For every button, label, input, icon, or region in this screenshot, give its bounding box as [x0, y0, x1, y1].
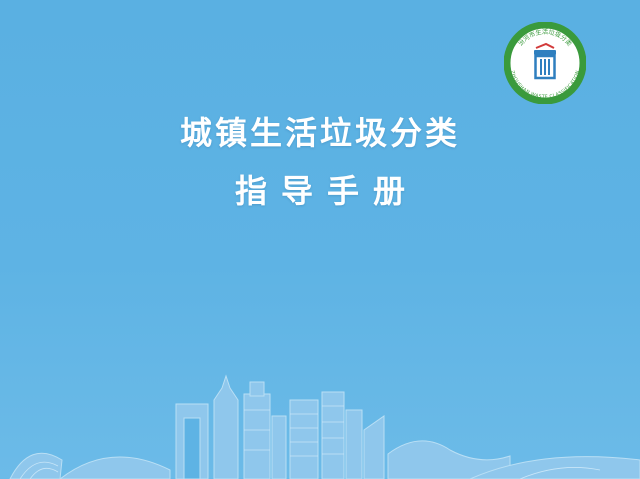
trash-bin-icon	[534, 42, 556, 80]
city-skyline-illustration	[9, 374, 640, 479]
waste-classification-logo: 汾河市生活垃圾分类 ZHOUSHAN WASTE CLASSIFICATION	[504, 22, 586, 104]
title-line-2: 指导手册	[234, 172, 419, 210]
title-line-1: 城镇生活垃圾分类	[179, 114, 460, 152]
